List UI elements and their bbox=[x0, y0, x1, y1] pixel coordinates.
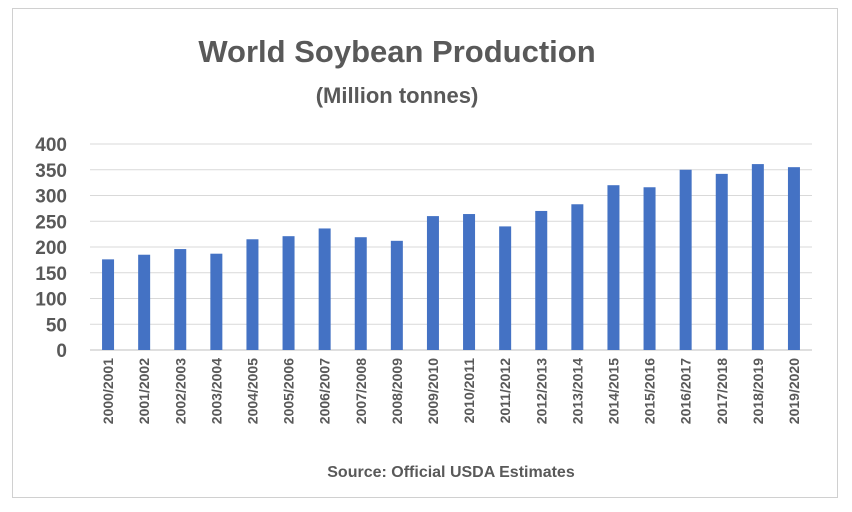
bar bbox=[282, 236, 295, 350]
x-tick-label: 2009/2010 bbox=[425, 358, 441, 424]
x-tick-label: 2006/2007 bbox=[317, 358, 333, 424]
bar bbox=[318, 228, 331, 350]
chart-title: World Soybean Production bbox=[198, 34, 595, 69]
bar bbox=[679, 169, 692, 350]
bar bbox=[535, 210, 548, 350]
x-tick-label: 2005/2006 bbox=[281, 358, 297, 424]
bar bbox=[751, 164, 764, 350]
x-tick-label: 2000/2001 bbox=[100, 358, 116, 424]
x-tick-label: 2011/2012 bbox=[497, 358, 513, 424]
x-tick-label: 2016/2017 bbox=[678, 358, 694, 424]
x-tick-label: 2004/2005 bbox=[244, 358, 260, 424]
bar bbox=[643, 187, 656, 350]
x-tick-label: 2003/2004 bbox=[208, 358, 224, 424]
bar bbox=[499, 226, 512, 350]
bar bbox=[138, 254, 151, 350]
x-tick-label: 2017/2018 bbox=[714, 358, 730, 424]
y-axis-ticks: 0 50 100 150 200 250 300 350 400 bbox=[35, 135, 67, 362]
x-tick-label: 2014/2015 bbox=[605, 358, 621, 424]
chart-frame bbox=[12, 8, 838, 498]
bar bbox=[715, 173, 728, 350]
x-tick-label: 2018/2019 bbox=[750, 358, 766, 424]
y-tick-label: 250 bbox=[35, 212, 67, 233]
gridlines bbox=[90, 143, 812, 351]
bar bbox=[463, 214, 476, 350]
x-tick-label: 2019/2020 bbox=[786, 358, 802, 424]
y-tick-label: 350 bbox=[35, 161, 67, 182]
y-tick-label: 50 bbox=[46, 315, 67, 336]
bar bbox=[210, 253, 223, 350]
bar bbox=[102, 259, 115, 350]
bar bbox=[787, 167, 800, 350]
x-tick-label: 2015/2016 bbox=[642, 358, 658, 424]
x-tick-label: 2013/2014 bbox=[569, 358, 585, 424]
x-tick-label: 2001/2002 bbox=[136, 358, 152, 424]
y-tick-label: 150 bbox=[35, 264, 67, 285]
chart-subtitle: (Million tonnes) bbox=[316, 83, 479, 108]
x-tick-label: 2012/2013 bbox=[533, 358, 549, 424]
x-tick-label: 2007/2008 bbox=[353, 358, 369, 424]
y-tick-label: 0 bbox=[56, 341, 67, 362]
x-tick-label: 2002/2003 bbox=[172, 358, 188, 424]
bar bbox=[390, 240, 403, 350]
bar bbox=[607, 185, 620, 350]
y-tick-label: 400 bbox=[35, 135, 67, 156]
y-tick-label: 200 bbox=[35, 238, 67, 259]
x-tick-label: 2010/2011 bbox=[461, 358, 477, 424]
bar bbox=[354, 237, 367, 350]
bar bbox=[246, 239, 259, 350]
bar bbox=[426, 216, 439, 350]
y-tick-label: 300 bbox=[35, 187, 67, 208]
x-axis-label: Source: Official USDA Estimates bbox=[327, 464, 575, 481]
y-tick-label: 100 bbox=[35, 290, 67, 311]
bar bbox=[571, 204, 584, 350]
x-tick-label: 2008/2009 bbox=[389, 358, 405, 424]
bar bbox=[174, 249, 187, 350]
bars bbox=[102, 164, 800, 350]
x-axis-ticks: 2000/2001 2001/2002 2002/2003 2003/2004 2004… bbox=[100, 358, 802, 424]
